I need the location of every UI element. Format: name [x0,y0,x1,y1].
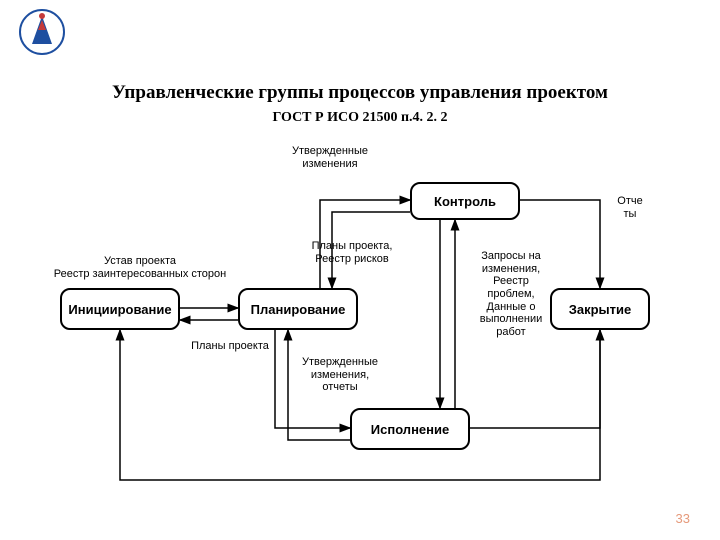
node-close: Закрытие [550,288,650,330]
org-logo [18,8,66,56]
edge-label-exec-plan: Утвержденныеизменения,отчеты [280,356,400,394]
node-init: Инициирование [60,288,180,330]
edge-label-plan-exec: Планы проекта [180,340,280,353]
process-flowchart: Инициирование Планирование Контроль Исполне… [60,140,660,500]
edge-label-exec-control: Запросы наизменения,Реестрпроблем,Данные… [466,250,556,338]
page-subtitle: ГОСТ Р ИСО 21500 п.4. 2. 2 [0,110,720,126]
page-title: Управленческие группы процессов управлен… [0,82,720,104]
page-number: 33 [676,511,690,526]
node-exec: Исполнение [350,408,470,450]
edge-exec-close [470,330,600,428]
node-plan: Планирование [238,288,358,330]
edge-label-plan-init: Устав проектаРеестр заинтересованных сто… [50,255,230,280]
edge-label-plan-control: Утвержденныеизменения [270,145,390,170]
node-control: Контроль [410,182,520,220]
edge-label-control-plan: Планы проекта,Реестр рисков [292,240,412,265]
edge-label-control-close: Отчеты [605,195,655,220]
